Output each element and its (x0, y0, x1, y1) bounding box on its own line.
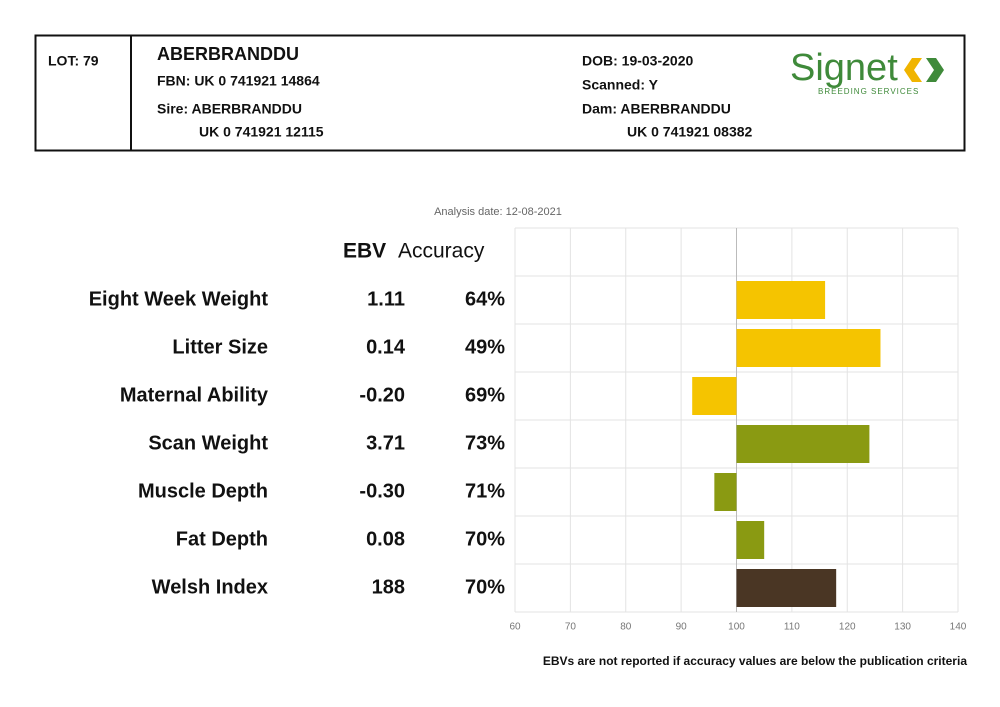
accuracy-value: 64% (465, 288, 505, 310)
x-tick-label: 110 (784, 622, 800, 633)
ebv-value: 3.71 (366, 432, 405, 454)
ebv-value: -0.20 (359, 384, 405, 406)
sire: Sire: ABERBRANDDU (157, 101, 302, 117)
scanned: Scanned: Y (582, 77, 659, 93)
accuracy-value: 73% (465, 432, 505, 454)
dam: Dam: ABERBRANDDU (582, 101, 731, 117)
x-tick-label: 140 (950, 622, 967, 633)
dam-id: UK 0 741921 08382 (627, 124, 753, 140)
logo-arrow-left (904, 58, 922, 82)
ebv-value: 188 (372, 576, 405, 598)
trait-name: Muscle Depth (138, 480, 268, 502)
bar (692, 377, 737, 415)
trait-name: Maternal Ability (120, 384, 269, 406)
dob: DOB: 19-03-2020 (582, 53, 693, 69)
trait-name: Scan Weight (148, 432, 268, 454)
analysis-date: Analysis date: 12-08-2021 (434, 206, 562, 218)
logo: Signet (790, 47, 898, 89)
column-header: EBV (343, 240, 386, 263)
bar (736, 281, 826, 319)
accuracy-value: 71% (465, 480, 505, 502)
x-tick-label: 80 (620, 622, 632, 633)
sire-id: UK 0 741921 12115 (199, 124, 324, 140)
fbn: FBN: UK 0 741921 14864 (157, 73, 320, 89)
footnote: EBVs are not reported if accuracy values… (543, 654, 967, 668)
bar (736, 425, 870, 463)
x-tick-label: 100 (728, 622, 745, 633)
animal-name: ABERBRANDDU (157, 44, 299, 64)
trait-name: Litter Size (172, 336, 268, 358)
trait-name: Eight Week Weight (89, 288, 269, 310)
x-tick-label: 90 (676, 622, 688, 633)
header-box (34, 34, 966, 152)
accuracy-value: 70% (465, 528, 505, 550)
x-tick-label: 130 (894, 622, 911, 633)
accuracy-value: 49% (465, 336, 505, 358)
accuracy-value: 70% (465, 576, 505, 598)
logo-subtitle: BREEDING SERVICES (818, 87, 919, 96)
trait-name: Fat Depth (176, 528, 268, 550)
logo-arrow-right (926, 58, 944, 82)
x-tick-label: 70 (565, 622, 577, 633)
bar (736, 521, 765, 559)
bar (714, 473, 737, 511)
accuracy-value: 69% (465, 384, 505, 406)
ebv-value: 0.14 (366, 336, 406, 358)
ebv-value: 0.08 (366, 528, 405, 550)
lot: LOT: 79 (48, 53, 99, 69)
x-tick-label: 120 (839, 622, 856, 633)
ebv-value: -0.30 (359, 480, 405, 502)
ebv-value: 1.11 (367, 288, 405, 310)
trait-name: Welsh Index (152, 576, 268, 598)
column-header: Accuracy (398, 240, 485, 263)
bar (736, 329, 881, 367)
x-tick-label: 60 (509, 622, 521, 633)
bar (736, 569, 837, 607)
